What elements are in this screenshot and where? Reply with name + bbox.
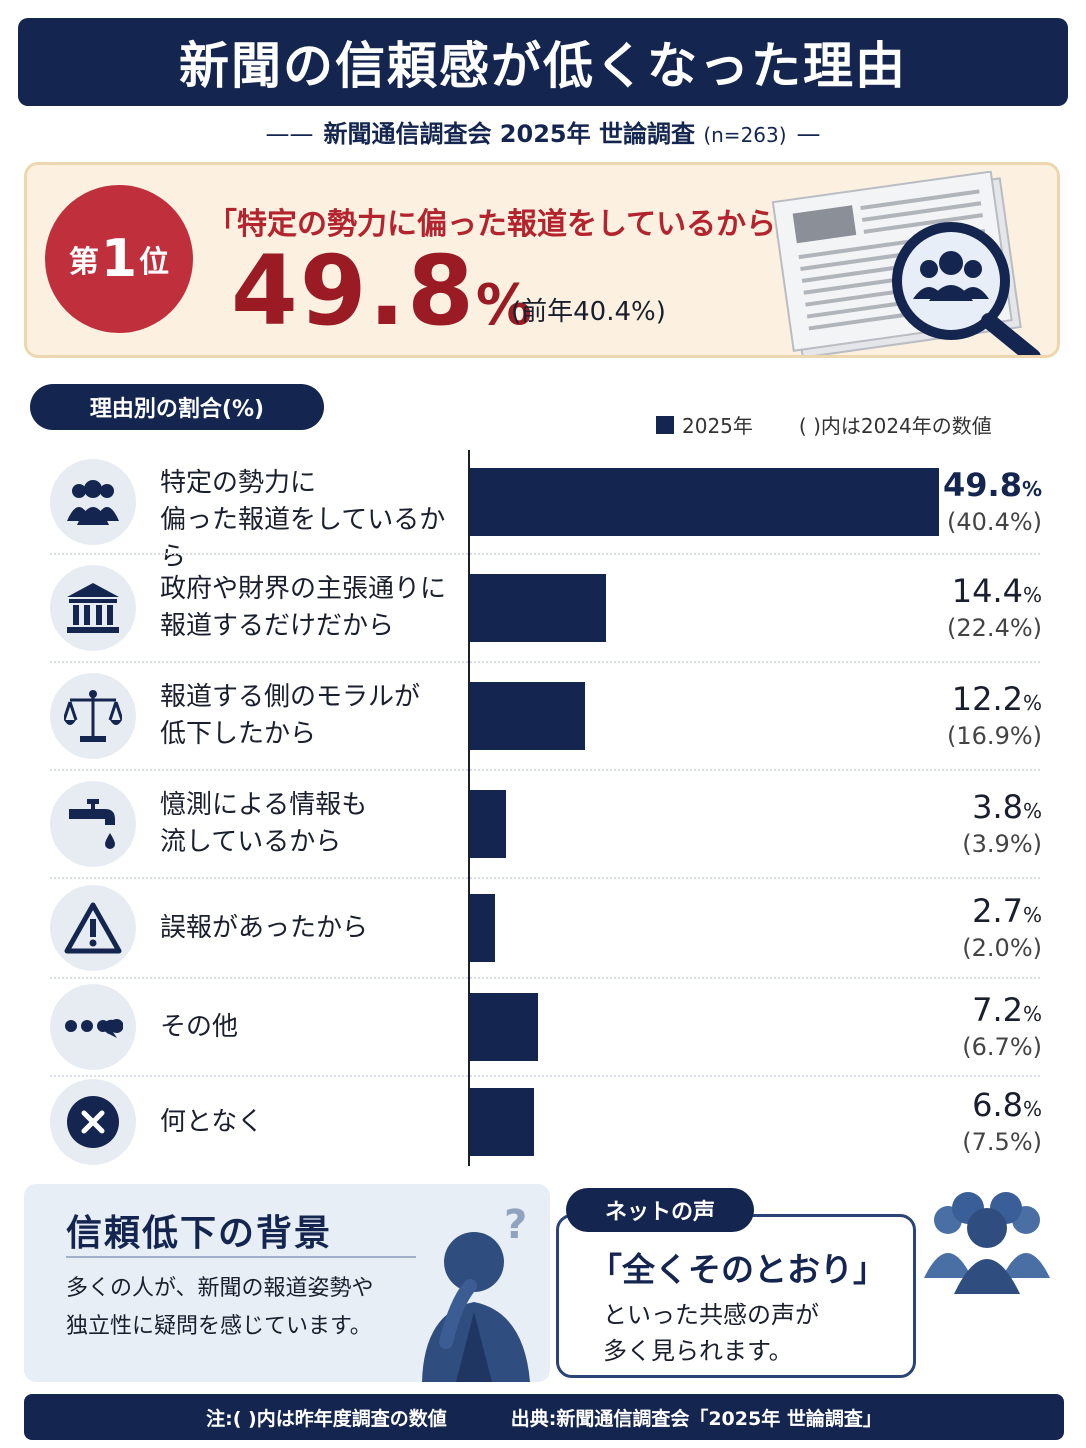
thinking-person-icon: ? xyxy=(422,1202,530,1382)
data-label: 14.4% (22.4%) xyxy=(947,574,1042,644)
legend: 2025年 ( )内は2024年の数値 xyxy=(656,410,992,439)
bar xyxy=(470,993,538,1061)
data-label: 49.8% (40.4%) xyxy=(943,468,1042,538)
page-title: 新聞の信頼感が低くなった理由 xyxy=(179,37,907,95)
category-label: 特定の勢力に 偏った報道をしているから xyxy=(160,468,446,572)
legend-series-label: 2025年 xyxy=(682,414,753,438)
legend-note: ( )内は2024年の数値 xyxy=(798,414,992,438)
category-label: 何となく xyxy=(160,1106,264,1137)
chart-row: 何となく 6.8% (7.5%) xyxy=(0,1076,1086,1168)
chat-dots-icon xyxy=(50,984,136,1070)
value-2025: 3.8% xyxy=(972,788,1042,826)
value-2025: 12.2% xyxy=(951,680,1042,718)
net-voice-quote: 「全くそのとおり」 xyxy=(589,1250,886,1289)
row-divider xyxy=(50,661,1040,663)
value-2025: 49.8% xyxy=(943,466,1042,504)
row-divider xyxy=(50,977,1040,979)
row-divider xyxy=(50,553,1040,555)
data-label: 7.2% (6.7%) xyxy=(962,993,1042,1063)
footer-note: 注:( )内は昨年度調査の数値 xyxy=(206,1407,447,1430)
subtitle-main: 新聞通信調査会 2025年 世論調査 xyxy=(323,120,695,148)
value-2025: 6.8% xyxy=(972,1086,1042,1124)
category-label: 報道する側のモラルが 低下したから xyxy=(160,682,421,749)
warning-icon xyxy=(50,885,136,971)
rank-prefix: 第 xyxy=(68,245,99,280)
data-label: 6.8% (7.5%) xyxy=(962,1088,1042,1158)
x-circle-icon xyxy=(50,1079,136,1165)
chart-row: その他 7.2% (6.7%) xyxy=(0,978,1086,1077)
data-label: 2.7% (2.0%) xyxy=(962,894,1042,964)
bar xyxy=(470,682,585,750)
background-title: 信頼低下の背景 xyxy=(66,1213,333,1254)
bar xyxy=(470,894,495,962)
bar xyxy=(470,1088,534,1156)
chart-axis-line xyxy=(468,450,470,1166)
net-voice-line-1: といった共感の声が xyxy=(603,1301,819,1329)
value-2025: 2.7% xyxy=(972,892,1042,930)
net-voice-box: 「全くそのとおり」 といった共感の声が 多く見られます。 xyxy=(556,1214,916,1378)
bar xyxy=(470,574,606,642)
background-divider xyxy=(66,1256,416,1258)
bar-chart: 特定の勢力に 偏った報道をしているから 49.8% (40.4%) 政府や財界の主張通り… xyxy=(0,450,1086,1168)
subtitle-dash-left: —— xyxy=(265,120,314,148)
newspaper-magnifier-icon xyxy=(771,171,1041,355)
chart-row: 政府や財界の主張通りに 報道するだけだから 14.4% (22.4%) xyxy=(0,554,1086,663)
background-body-line-2: 独立性に疑問を感じています。 xyxy=(66,1314,372,1339)
category-label: 政府や財界の主張通りに 報道するだけだから xyxy=(160,574,447,641)
top-percent-unit: % xyxy=(475,273,534,338)
footer: 注:( )内は昨年度調査の数値 出典:新聞通信調査会「2025年 世論調査」 xyxy=(24,1394,1064,1440)
crowd-icon xyxy=(924,1192,1050,1294)
net-voice-line-2: 多く見られます。 xyxy=(603,1337,793,1365)
value-2024: (40.4%) xyxy=(947,508,1042,536)
svg-text:?: ? xyxy=(504,1202,527,1248)
rank-suffix: 位 xyxy=(139,245,170,280)
value-2024: (3.9%) xyxy=(962,830,1042,858)
top-reason-previous: (前年40.4%) xyxy=(511,297,666,327)
footer-source: 出典:新聞通信調査会「2025年 世論調査」 xyxy=(510,1407,882,1430)
subtitle-sample-size: (n=263) xyxy=(703,123,787,147)
legend-swatch xyxy=(656,415,674,434)
value-2024: (7.5%) xyxy=(962,1128,1042,1156)
bar xyxy=(470,790,506,858)
background-box: 信頼低下の背景 多くの人が、新聞の報道姿勢や 独立性に疑問を感じています。 ? xyxy=(24,1184,550,1382)
section-title: 理由別の割合(%) xyxy=(30,384,324,430)
value-2025: 14.4% xyxy=(951,572,1042,610)
category-label: 憶測による情報も 流しているから xyxy=(160,790,368,857)
chart-row: 誤報があったから 2.7% (2.0%) xyxy=(0,878,1086,979)
chart-row: 憶測による情報も 流しているから 3.8% (3.9%) xyxy=(0,770,1086,879)
row-divider xyxy=(50,1075,1040,1077)
bar xyxy=(470,468,939,536)
data-label: 12.2% (16.9%) xyxy=(947,682,1042,752)
faucet-icon xyxy=(50,781,136,867)
value-2024: (6.7%) xyxy=(962,1033,1042,1061)
rank-number: 1 xyxy=(100,229,138,289)
row-divider xyxy=(50,877,1040,879)
value-2024: (22.4%) xyxy=(947,614,1042,642)
value-2025: 7.2% xyxy=(972,991,1042,1029)
people-icon xyxy=(50,459,136,545)
value-2024: (16.9%) xyxy=(947,722,1042,750)
net-voice-body: といった共感の声が 多く見られます。 xyxy=(603,1297,819,1369)
top-reason-quote: 「特定の勢力に偏った報道をしているから」 xyxy=(207,207,807,242)
category-label: その他 xyxy=(160,1011,239,1042)
subtitle: —— 新聞通信調査会 2025年 世論調査 (n=263) — xyxy=(0,114,1086,149)
category-label: 誤報があったから xyxy=(160,912,369,943)
title-bar: 新聞の信頼感が低くなった理由 xyxy=(18,18,1068,106)
chart-row: 報道する側のモラルが 低下したから 12.2% (16.9%) xyxy=(0,662,1086,771)
government-building-icon xyxy=(50,565,136,651)
background-body-line-1: 多くの人が、新聞の報道姿勢や xyxy=(66,1276,374,1301)
scales-icon xyxy=(50,673,136,759)
data-label: 3.8% (3.9%) xyxy=(962,790,1042,860)
value-2024: (2.0%) xyxy=(962,934,1042,962)
net-voice-pill: ネットの声 xyxy=(566,1188,754,1232)
top-reason-percent: 49.8% xyxy=(231,235,534,347)
subtitle-dash-right: — xyxy=(796,120,821,148)
row-divider xyxy=(50,769,1040,771)
background-body: 多くの人が、新聞の報道姿勢や 独立性に疑問を感じています。 xyxy=(66,1270,426,1346)
top-percent-value: 49.8 xyxy=(231,235,476,347)
chart-row: 特定の勢力に 偏った報道をしているから 49.8% (40.4%) xyxy=(0,450,1086,572)
